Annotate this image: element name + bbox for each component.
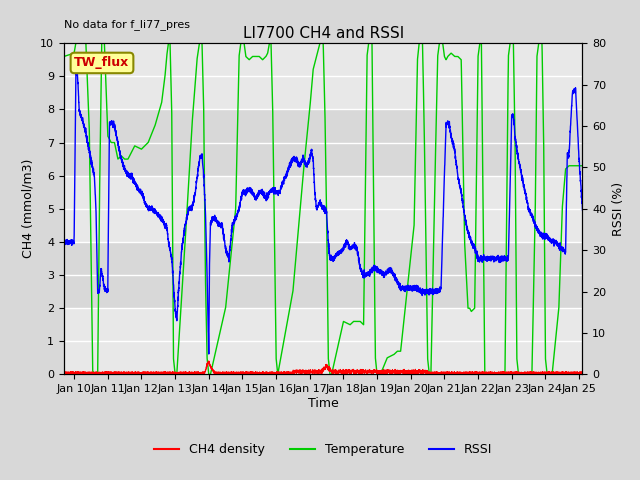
Temperature (154, 111, 162, 117)
RSSI (397, 284, 405, 290)
Temperature (60, 54, 68, 60)
CH4 density (486, 370, 494, 376)
Bar (64, 43, 582, 109)
RSSI (579, 207, 586, 213)
X-axis label: Time: Time (308, 397, 339, 410)
Temperature (72, 40, 79, 46)
CH4 density (447, 370, 455, 376)
RSSI (73, 67, 81, 73)
Title: LI7700 CH4 and RSSI: LI7700 CH4 and RSSI (243, 25, 404, 41)
RSSI (371, 268, 379, 274)
CH4 density (371, 368, 379, 374)
Line: CH4 density: CH4 density (64, 361, 582, 374)
RSSI (154, 210, 162, 216)
RSSI (486, 253, 494, 259)
Temperature (447, 50, 455, 56)
Temperature (92, 372, 100, 377)
Bar (64, 308, 582, 374)
Y-axis label: RSSI (%): RSSI (%) (612, 182, 625, 236)
Temperature (397, 342, 405, 348)
Text: No data for f_li77_pres: No data for f_li77_pres (64, 19, 190, 30)
CH4 density (579, 370, 586, 376)
Legend: CH4 density, Temperature, RSSI: CH4 density, Temperature, RSSI (149, 438, 497, 461)
RSSI (205, 351, 212, 357)
Bar (64, 176, 582, 242)
CH4 density (259, 370, 266, 376)
CH4 density (60, 371, 68, 377)
RSSI (259, 189, 266, 194)
Line: Temperature: Temperature (64, 43, 582, 374)
Temperature (486, 372, 494, 377)
CH4 density (431, 372, 438, 377)
Temperature (579, 163, 586, 168)
Text: TW_flux: TW_flux (74, 57, 130, 70)
Y-axis label: CH4 (mmol/m3): CH4 (mmol/m3) (22, 159, 35, 259)
CH4 density (397, 370, 405, 375)
CH4 density (205, 358, 212, 364)
CH4 density (154, 371, 162, 376)
Temperature (371, 331, 379, 336)
RSSI (60, 239, 68, 244)
Temperature (259, 57, 266, 62)
RSSI (447, 135, 455, 141)
Line: RSSI: RSSI (64, 70, 582, 354)
